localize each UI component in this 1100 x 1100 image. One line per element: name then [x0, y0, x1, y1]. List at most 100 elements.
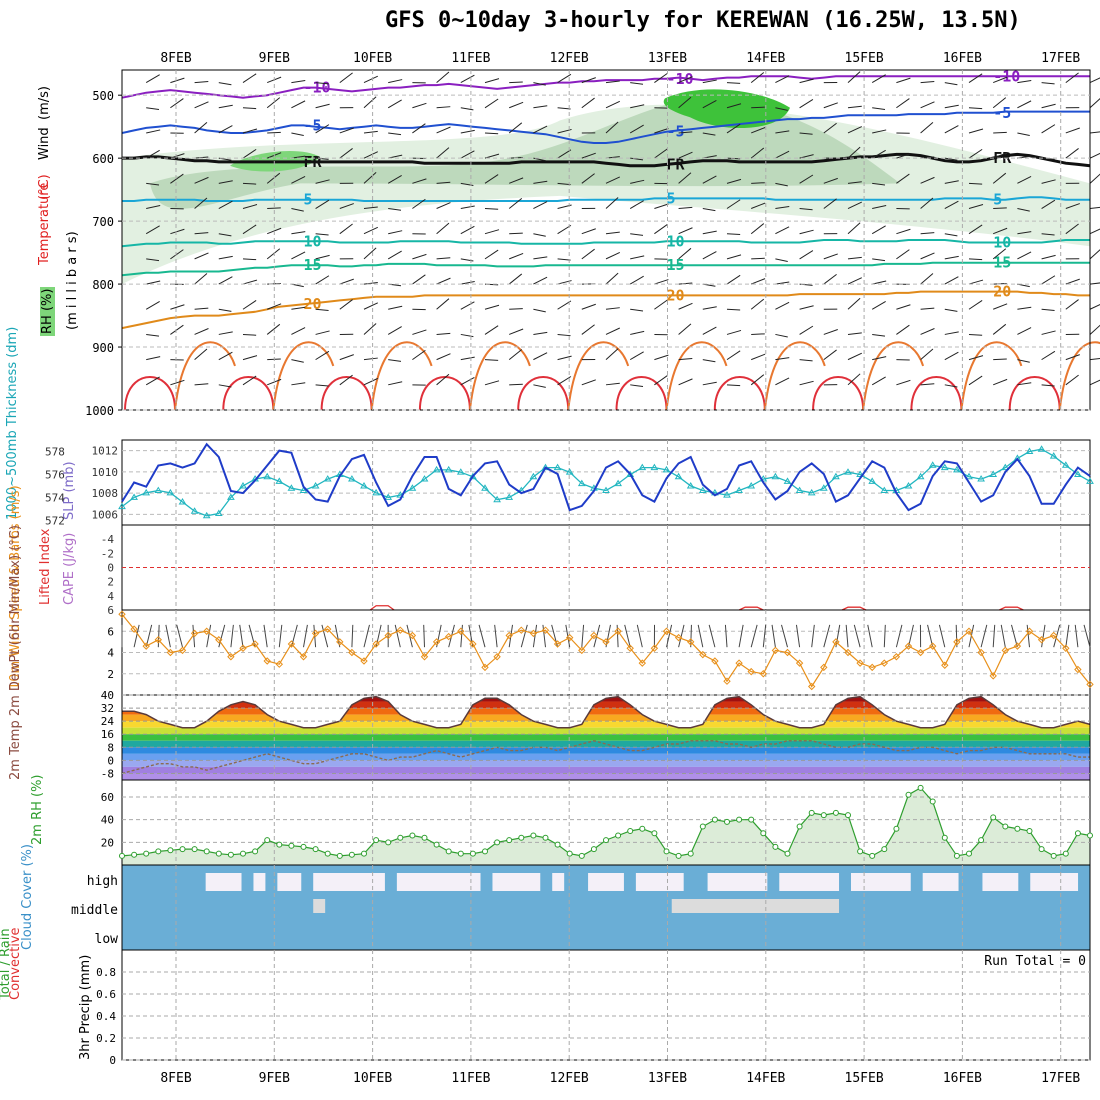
wind-barb: [363, 96, 377, 109]
slp-tick-label: 1006: [92, 508, 119, 521]
wind10m-point: [844, 648, 852, 657]
slp-tick-label: 1012: [92, 445, 119, 458]
wind-barb: [993, 131, 1007, 134]
thickness-point: [662, 465, 671, 473]
isotherm-label-15: 15: [993, 254, 1011, 272]
rh2m-point: [457, 850, 464, 857]
wind-barb: [412, 123, 426, 134]
wind-barb: [944, 351, 959, 361]
thickness-point: [348, 475, 356, 482]
wind-barb: [557, 128, 572, 134]
wind-barb: [775, 205, 790, 210]
slp-line: [121, 442, 1091, 512]
wind-barb: [266, 323, 281, 335]
wind-barb: [678, 131, 693, 134]
thickness-point: [1049, 452, 1058, 459]
wind-barb: [630, 82, 644, 85]
wind-barb: [968, 279, 984, 285]
wind-barb: [896, 77, 911, 84]
rh2m-area: [122, 787, 1090, 865]
isotherm-20: [121, 290, 1090, 330]
cloud-high-clear: [779, 873, 840, 891]
wind-barb: [896, 324, 910, 335]
wind-barb: [968, 148, 983, 159]
wind-barb: [557, 376, 572, 386]
cloud-high-clear: [253, 873, 266, 891]
wind-barb: [533, 180, 548, 184]
wind-barb: [145, 376, 160, 386]
wind-barb: [363, 75, 378, 84]
wind-barb: [847, 146, 861, 159]
wind-barb: [146, 182, 160, 186]
wind-barb: [605, 197, 619, 209]
wind-barb: [775, 301, 790, 310]
li-tick-label: 0: [107, 562, 114, 575]
wind-barb: [484, 325, 499, 335]
isotherm-label--10: -10: [993, 67, 1020, 85]
wind-barb: [872, 205, 887, 210]
wind-barb: [775, 75, 790, 84]
thickness-point: [553, 463, 562, 471]
thickness-point: [880, 486, 889, 494]
isotherm-30-loop: [713, 375, 766, 411]
wind10m-point: [154, 636, 163, 644]
li-tick-label: 4: [107, 590, 114, 603]
thickness-point: [686, 481, 695, 489]
wind-barb: [484, 229, 500, 235]
wind10m-point: [372, 640, 380, 648]
rh-tick-label: 60: [101, 791, 114, 804]
precip-tick-label: 0.4: [96, 1010, 116, 1023]
wind-barb: [605, 231, 620, 235]
temp-tick-label: 24: [101, 715, 115, 728]
wind-barb: [484, 98, 499, 109]
wind-barb: [339, 278, 354, 285]
wind-barb: [1065, 127, 1080, 134]
wind-barb: [388, 381, 403, 386]
wind-barb: [1041, 157, 1055, 160]
temp-tick-label: 0: [107, 754, 114, 767]
rh2m-point: [590, 846, 597, 853]
wind-barb: [1017, 306, 1032, 310]
wind-barb: [799, 325, 814, 335]
isotherm-label-10: 10: [667, 232, 685, 250]
wind-barb: [460, 281, 475, 285]
wind-barb: [678, 151, 693, 159]
wind-barb: [460, 356, 475, 361]
wind-barb: [581, 152, 596, 159]
wind-barb: [291, 359, 304, 363]
wind-barb: [678, 96, 692, 109]
thickness-point: [771, 472, 780, 480]
wind10m-barb: [278, 624, 283, 648]
wind-barb: [775, 281, 790, 285]
thickness-point: [1037, 445, 1046, 452]
thickness-tick-label: 578: [45, 445, 65, 458]
wind-barb: [993, 303, 1008, 310]
wind10m-point: [941, 661, 949, 669]
rh2m-point: [603, 837, 609, 844]
date-label-top: 16FEB: [943, 51, 982, 66]
rh2m-point: [155, 848, 162, 855]
wind-barb: [412, 349, 426, 361]
wind-barb: [678, 76, 693, 84]
wind-barb: [1041, 82, 1055, 85]
wind-barb: [412, 102, 427, 109]
wind10m-point: [408, 631, 417, 640]
rh2m-point: [397, 834, 404, 841]
wind10m-barb: [867, 624, 873, 648]
wind-barb: [533, 308, 546, 313]
wind-barb: [1089, 152, 1100, 159]
rh2m-point: [143, 850, 150, 857]
wind-barb: [751, 127, 766, 134]
precip-tick-label: 0.8: [96, 966, 116, 979]
wind10m-barb: [1026, 624, 1030, 648]
wind-barb: [799, 305, 814, 310]
thickness-point: [227, 493, 235, 500]
isotherm-25-loop: [665, 341, 728, 411]
wind-barb: [702, 381, 717, 386]
wind10m-point: [1013, 642, 1022, 650]
wind-barb: [242, 355, 258, 361]
wind10m-point: [820, 663, 828, 672]
wind10m-point: [432, 638, 441, 646]
wind-barb: [315, 199, 330, 209]
rh2m-point: [542, 834, 549, 841]
